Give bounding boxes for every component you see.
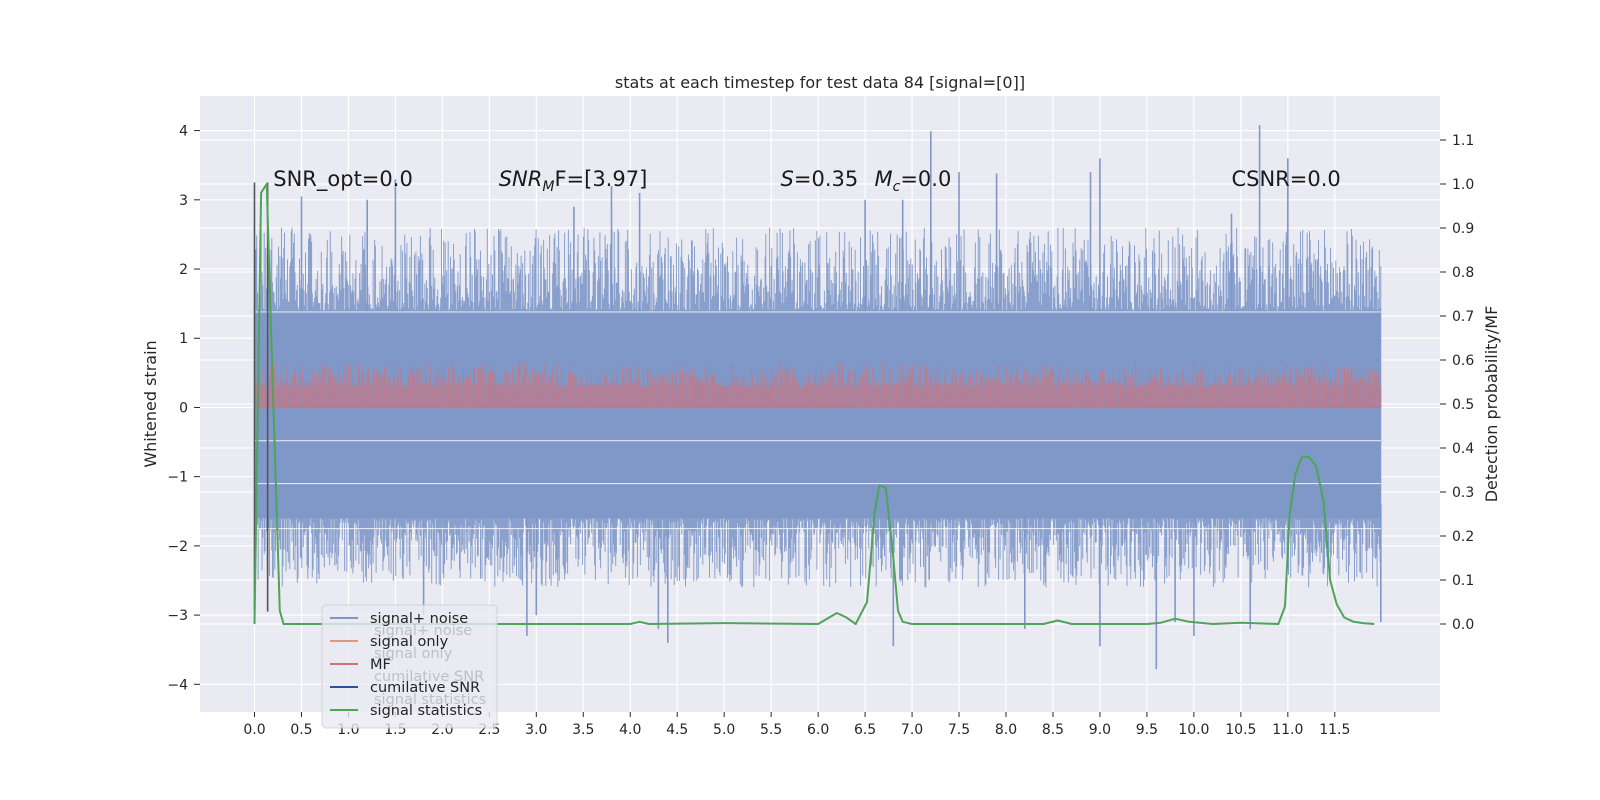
x-tick-label: 7.5 — [948, 722, 970, 738]
y-right-tick-label: 0.6 — [1452, 353, 1474, 369]
legend-label: MF — [370, 657, 391, 673]
annotation-subscript: M — [542, 179, 554, 195]
y-left-tick-label: 4 — [179, 124, 188, 140]
annotation-symbol: M — [874, 167, 892, 191]
y-left-tick-label: 3 — [179, 193, 188, 209]
y-left-tick-label: 2 — [179, 262, 188, 278]
chart-title: stats at each timestep for test data 84 … — [615, 73, 1025, 92]
y-right-tick-label: 0.3 — [1452, 485, 1474, 501]
x-tick-label: 9.5 — [1136, 722, 1158, 738]
y-right-tick-label: 0.7 — [1452, 309, 1474, 325]
vertical-markers — [253, 182, 269, 612]
signal-statistics-series — [253, 183, 1375, 625]
annotation-text: S=0.35 — [781, 167, 859, 191]
y-left-axis-ticks: −4 −3 −2 −1 0 1 2 3 4 — [167, 124, 200, 693]
annotation-value: =0.35 — [794, 167, 858, 191]
y-right-tick-label: 0.0 — [1452, 617, 1474, 633]
x-tick-label: 11.0 — [1272, 722, 1303, 738]
x-tick-label: 4.0 — [619, 722, 641, 738]
x-tick-label: 8.0 — [995, 722, 1017, 738]
legend-label: signal+ noise — [370, 611, 468, 627]
legend-ghost-label: signal statistics — [374, 692, 486, 708]
x-tick-label: 3.0 — [525, 722, 547, 738]
x-tick-label: 0.0 — [243, 722, 265, 738]
annotation-text: CSNR=0.0 — [1231, 167, 1340, 191]
x-tick-label: 10.5 — [1225, 722, 1256, 738]
annotations: SNR_opt=0.0 SNRMF=[3.97] S=0.35 Mc=0.0 CSNR=… — [273, 167, 1340, 195]
x-tick-label: 6.5 — [854, 722, 876, 738]
x-tick-label: 4.5 — [666, 722, 688, 738]
signal-noise-series — [254, 125, 1382, 670]
x-tick-label: 10.0 — [1178, 722, 1209, 738]
x-tick-label: 11.5 — [1319, 722, 1350, 738]
legend-ghost-label: cumilative SNR — [374, 669, 484, 685]
legend-label: signal only — [370, 634, 449, 650]
signal-statistics-line — [253, 183, 1375, 625]
x-tick-label: 9.0 — [1089, 722, 1111, 738]
y-right-tick-label: 1.0 — [1452, 177, 1474, 193]
x-tick-label: 6.0 — [807, 722, 829, 738]
y-right-tick-label: 0.1 — [1452, 573, 1474, 589]
y-right-tick-label: 0.9 — [1452, 221, 1474, 237]
annotation-subscript: c — [893, 179, 901, 195]
x-tick-label: 8.5 — [1042, 722, 1064, 738]
legend-ghost-label: signal only — [374, 646, 453, 662]
y-right-axis-title: Detection probability/MF — [1482, 306, 1501, 503]
y-left-tick-label: −4 — [167, 677, 188, 693]
legend-label: cumilative SNR — [370, 680, 480, 696]
x-axis-ticks: 0.0 0.5 1.0 1.5 2.0 2.5 3.0 3.5 4.0 4.5 5.0 5.5 6.0 6… — [243, 712, 1350, 738]
y-right-tick-label: 0.5 — [1452, 397, 1474, 413]
y-left-tick-label: −3 — [167, 608, 188, 624]
x-tick-label: 3.5 — [572, 722, 594, 738]
y-left-tick-label: 1 — [179, 331, 188, 347]
y-left-tick-label: −1 — [167, 470, 188, 486]
annotation-text: SNRMF=[3.97] — [499, 167, 648, 195]
legend-box — [321, 604, 498, 729]
annotation-text: SNR_opt=0.0 — [273, 167, 413, 192]
annotation-value: =0.0 — [900, 167, 951, 191]
y-right-tick-label: 1.1 — [1452, 133, 1474, 149]
y-right-tick-label: 0.2 — [1452, 529, 1474, 545]
y-left-tick-label: 0 — [179, 400, 188, 416]
y-right-tick-label: 0.4 — [1452, 441, 1474, 457]
annotation-symbol: SNR — [499, 167, 543, 191]
legend-ghost-label: signal+ noise — [374, 623, 472, 639]
y-right-tick-label: 0.8 — [1452, 265, 1474, 281]
annotation-value: F=[3.97] — [554, 167, 647, 191]
legend-label: signal statistics — [370, 703, 482, 719]
x-tick-label: 5.5 — [760, 722, 782, 738]
x-tick-label: 7.0 — [901, 722, 923, 738]
x-tick-label: 5.0 — [713, 722, 735, 738]
x-tick-label: 0.5 — [290, 722, 312, 738]
annotation-text: Mc=0.0 — [874, 167, 951, 195]
y-right-axis-ticks: 0.0 0.1 0.2 0.3 0.4 0.5 0.6 0.7 0.8 0.9 1.0 1.1 — [1440, 133, 1474, 633]
noise-spikes — [300, 125, 1382, 670]
y-left-axis-title: Whitened strain — [141, 340, 160, 467]
annotation-symbol: S — [781, 167, 794, 191]
y-left-tick-label: −2 — [167, 539, 188, 555]
